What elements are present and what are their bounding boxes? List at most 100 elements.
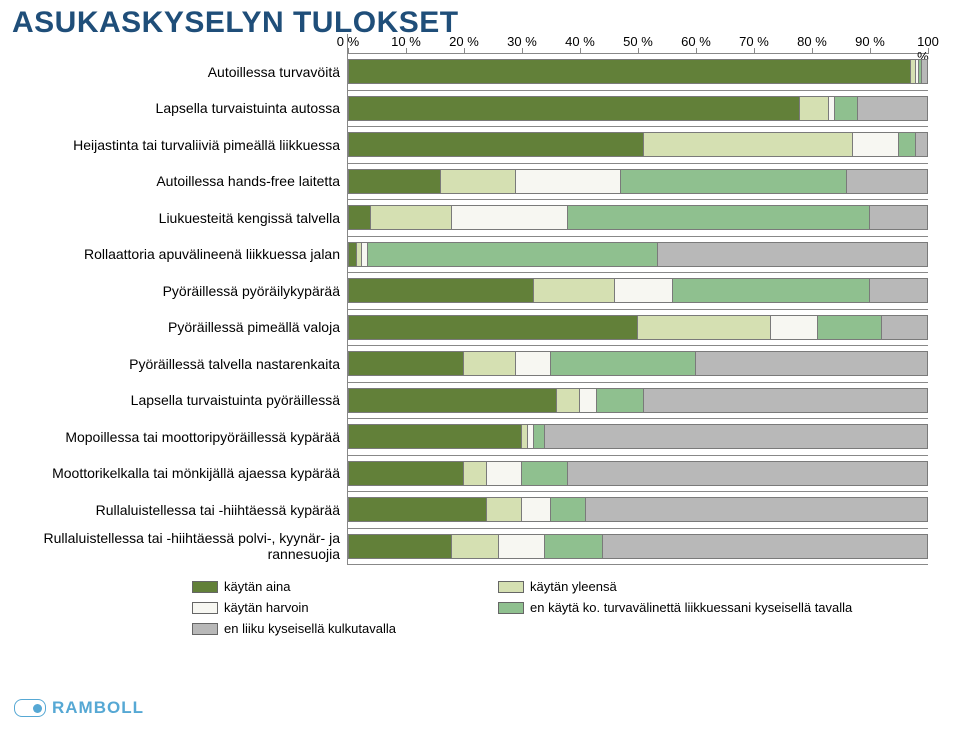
legend-label: en käytä ko. turvavälinettä liikkuessani…	[530, 600, 852, 615]
bar-segment	[644, 388, 928, 413]
axis-label: 50 %	[623, 34, 653, 49]
bar-segment	[348, 242, 357, 267]
bar-segment	[658, 242, 928, 267]
legend-item: käytän aina	[192, 579, 492, 594]
category-label: Moottorikelkalla tai mönkijällä ajaessa …	[18, 465, 348, 481]
bar-row: Pyöräillessä pimeällä valoja	[348, 310, 928, 347]
bar	[348, 388, 928, 413]
plot-area: Autoillessa turvavöitä Lapsella turvaistu…	[347, 54, 928, 565]
bar-segment	[551, 497, 586, 522]
category-label: Lapsella turvaistuinta pyöräillessä	[18, 392, 348, 408]
bar-segment	[870, 278, 928, 303]
bar-segment	[348, 424, 522, 449]
axis-label: 70 %	[739, 34, 769, 49]
axis-label: 80 %	[797, 34, 827, 49]
bar	[348, 497, 928, 522]
bar	[348, 205, 928, 230]
axis-label: 20 %	[449, 34, 479, 49]
bar	[348, 59, 928, 84]
category-label: Lapsella turvaistuinta autossa	[18, 100, 348, 116]
legend-label: en liiku kyseisellä kulkutavalla	[224, 621, 396, 636]
legend-item: en liiku kyseisellä kulkutavalla	[192, 621, 492, 636]
bar	[348, 169, 928, 194]
bar-segment	[551, 351, 696, 376]
legend-label: käytän aina	[224, 579, 291, 594]
logo-text: RAMBOLL	[52, 698, 144, 718]
bar-row: Moottorikelkalla tai mönkijällä ajaessa …	[348, 456, 928, 493]
category-label: Rollaattoria apuvälineenä liikkuessa jal…	[18, 246, 348, 262]
legend-row: käytän aina käytän yleensä	[192, 579, 948, 594]
bar-segment	[673, 278, 870, 303]
bar	[348, 278, 928, 303]
bar-segment	[557, 388, 580, 413]
axis-label: 10 %	[391, 34, 421, 49]
bar-segment	[615, 278, 673, 303]
bar-segment	[348, 205, 371, 230]
category-label: Rullaluistellessa tai -hiihtäessä polvi-…	[18, 530, 348, 562]
bar-segment	[644, 132, 853, 157]
bar-segment	[638, 315, 771, 340]
bar-row: Pyöräillessä talvella nastarenkaita	[348, 346, 928, 383]
bar-segment	[922, 59, 928, 84]
bar-segment	[516, 169, 620, 194]
bar-row: Pyöräillessä pyöräilykypärää	[348, 273, 928, 310]
bar-segment	[522, 497, 551, 522]
bar-segment	[522, 461, 568, 486]
bar	[348, 534, 928, 559]
bar-segment	[568, 461, 928, 486]
bar-segment	[452, 205, 568, 230]
category-label: Pyöräillessä pyöräilykypärää	[18, 283, 348, 299]
bar-segment	[534, 278, 615, 303]
bar-segment	[464, 461, 487, 486]
bar-segment	[696, 351, 928, 376]
bar-segment	[516, 351, 551, 376]
bar	[348, 424, 928, 449]
axis-label: 40 %	[565, 34, 595, 49]
bar-segment	[368, 242, 658, 267]
bar-segment	[348, 315, 638, 340]
bar-segment	[545, 534, 603, 559]
legend-item: käytän harvoin	[192, 600, 492, 615]
bar-segment	[899, 132, 916, 157]
bar-row: Autoillessa hands-free laitetta	[348, 164, 928, 201]
bar-segment	[348, 278, 534, 303]
bar-row: Lapsella turvaistuinta pyöräillessä	[348, 383, 928, 420]
bar-row: Autoillessa turvavöitä	[348, 54, 928, 91]
bar-segment	[835, 96, 858, 121]
category-label: Liukuesteitä kengissä talvella	[18, 210, 348, 226]
legend-swatch	[192, 623, 218, 635]
bar-segment	[464, 351, 516, 376]
bar-segment	[597, 388, 643, 413]
bar-segment	[580, 388, 597, 413]
x-axis: 0 %10 %20 %30 %40 %50 %60 %70 %80 %90 %1…	[347, 34, 928, 54]
legend-swatch	[498, 581, 524, 593]
bar-segment	[858, 96, 928, 121]
logo: RAMBOLL	[14, 698, 144, 718]
axis-label: 30 %	[507, 34, 537, 49]
legend-item: en käytä ko. turvavälinettä liikkuessani…	[498, 600, 852, 615]
bar-segment	[621, 169, 847, 194]
bar-segment	[771, 315, 817, 340]
bar-segment	[487, 497, 522, 522]
logo-icon	[14, 699, 46, 717]
bar-segment	[916, 132, 928, 157]
bar-segment	[586, 497, 928, 522]
bar-segment	[348, 461, 464, 486]
bar-segment	[348, 96, 800, 121]
bar-row: Heijastinta tai turvaliiviä pimeällä lii…	[348, 127, 928, 164]
legend-label: käytän harvoin	[224, 600, 309, 615]
bar	[348, 96, 928, 121]
bar-segment	[487, 461, 522, 486]
bar-segment	[800, 96, 829, 121]
legend-swatch	[192, 581, 218, 593]
bar	[348, 461, 928, 486]
category-label: Mopoillessa tai moottoripyöräillessä kyp…	[18, 429, 348, 445]
category-label: Autoillessa turvavöitä	[18, 64, 348, 80]
bar-segment	[603, 534, 928, 559]
legend-row: en liiku kyseisellä kulkutavalla	[192, 621, 948, 636]
legend-label: käytän yleensä	[530, 579, 617, 594]
axis-label: 90 %	[855, 34, 885, 49]
bar	[348, 315, 928, 340]
bar-segment	[348, 497, 487, 522]
category-label: Pyöräillessä pimeällä valoja	[18, 319, 348, 335]
